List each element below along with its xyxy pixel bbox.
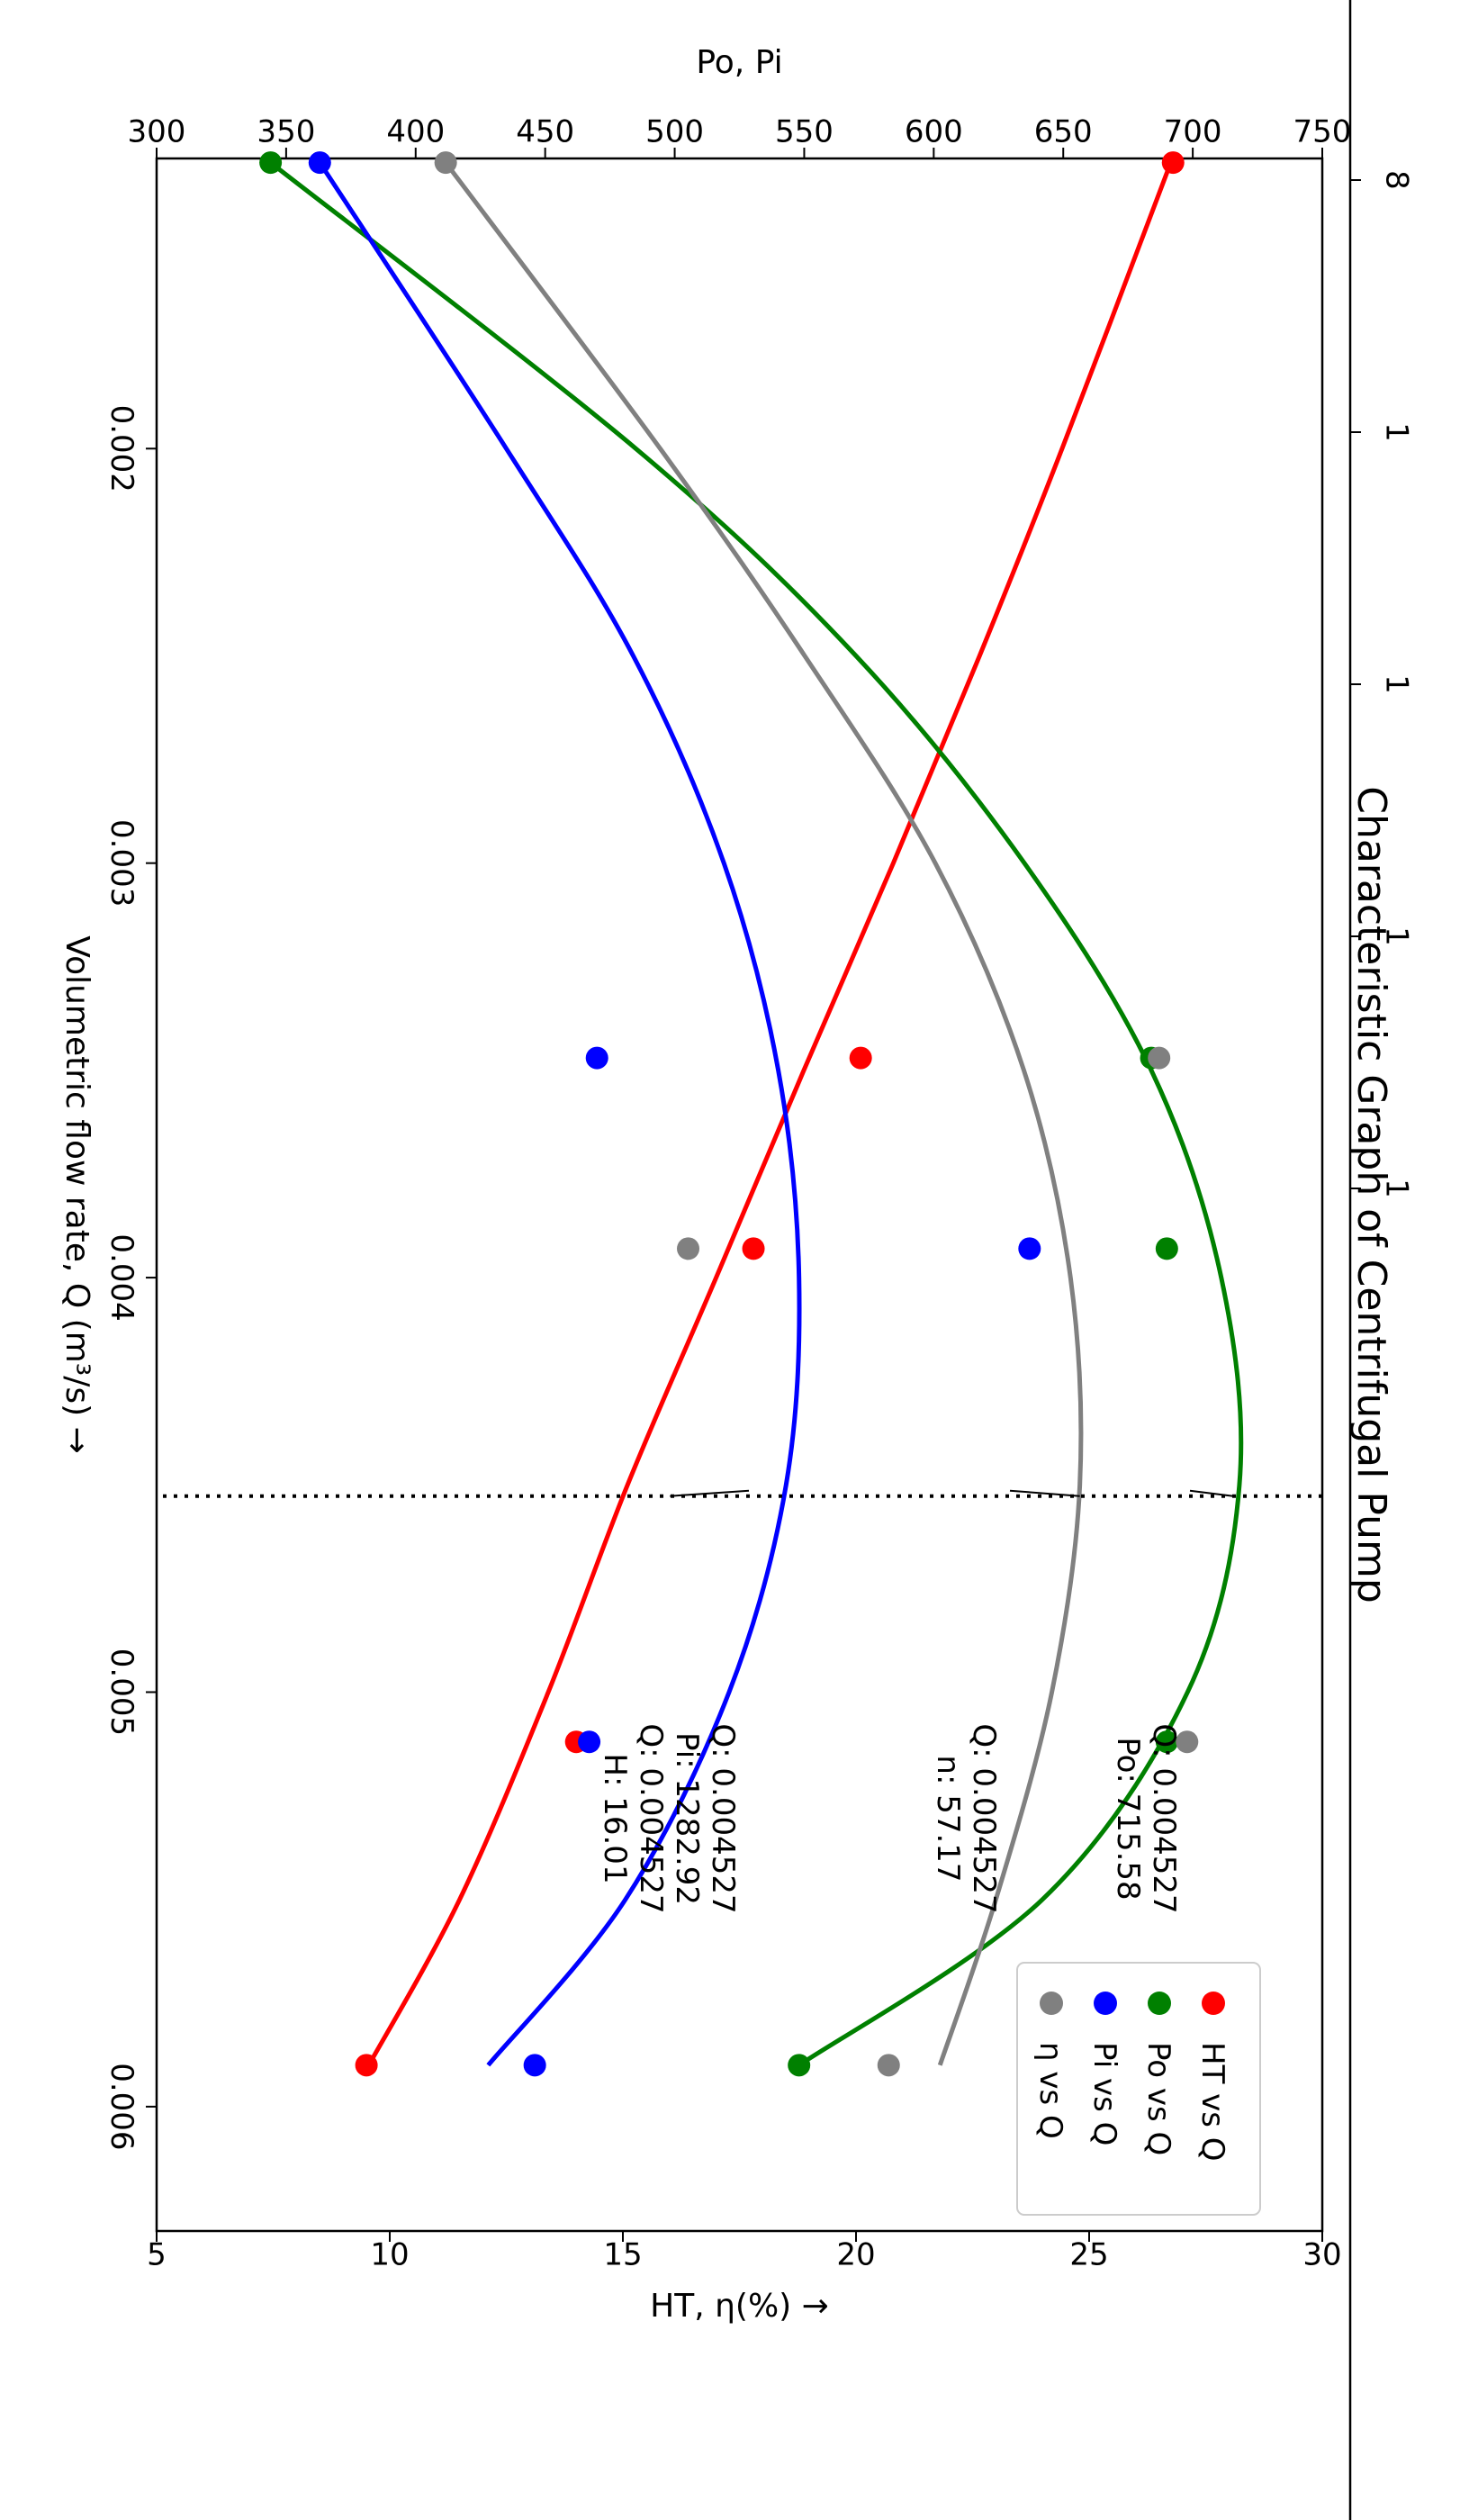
series-line--vs-q (444, 161, 1084, 2066)
y-right-tick-label: 5 (147, 2237, 167, 2273)
y-right-tick-label: 20 (836, 2237, 875, 2273)
second-chart-tick-label: 1 (1379, 1179, 1415, 1198)
second-chart-tick-label: 8 (1379, 170, 1415, 190)
second-chart-fragment: 8 1 1 1 1 (1348, 0, 1415, 2520)
y-left-tick-label: 300 (128, 114, 186, 150)
x-tick-label: 0.002 (104, 405, 140, 492)
y-left-tick-label: 750 (1293, 114, 1352, 150)
y-axis-left-label: Po, Pi (696, 44, 782, 81)
y-left-tick-label: 450 (516, 114, 574, 150)
chart-title: Characteristic Graph of Centrifugal Pump (1348, 786, 1394, 1603)
series-line-po-vs-q (269, 160, 1244, 2067)
y-left-tick-label: 550 (775, 114, 834, 150)
y-left-tick-label: 500 (645, 114, 704, 150)
y-right-tick-label: 25 (1069, 2237, 1108, 2273)
plot-area: 0.002 0.003 0.004 0.005 0.006 300 350 400 450 500… (104, 114, 1351, 2273)
data-point (1155, 1237, 1178, 1260)
data-point (1161, 151, 1185, 175)
x-tick-label: 0.005 (104, 1648, 140, 1736)
annotation-text: H: 16.01 (597, 1753, 633, 1883)
legend-label: Pi vs Q (1086, 2042, 1122, 2145)
annotation-text: Q: 0.004527 (1146, 1723, 1182, 1913)
x-tick-label: 0.004 (104, 1233, 140, 1321)
data-point (434, 151, 457, 175)
data-point (578, 1730, 601, 1754)
annotation-text: Pi: 1282.92 (669, 1732, 705, 1905)
data-point (355, 2054, 378, 2077)
y-right-tick-label: 10 (370, 2237, 409, 2273)
data-point (677, 1237, 700, 1260)
data-point (1148, 1046, 1171, 1070)
second-chart-tick-label: 1 (1379, 422, 1415, 442)
data-point (1155, 1730, 1178, 1754)
legend-marker (1202, 1992, 1225, 2015)
data-point (259, 151, 283, 175)
legend-marker (1040, 1992, 1063, 2015)
annotation-text: Q: 0.004527 (633, 1723, 669, 1913)
data-point (849, 1046, 872, 1070)
annotation-text: Q: 0.004527 (966, 1723, 1002, 1913)
data-point (877, 2054, 900, 2077)
legend-box (1016, 1962, 1261, 2216)
annotation-arrow (1009, 1489, 1080, 1497)
data-point (788, 2054, 811, 2077)
annotation-text: n: 57.17 (930, 1755, 966, 1882)
legend-marker (1094, 1992, 1117, 2015)
legend-marker (1148, 1992, 1171, 2015)
annotation-text: Po: 715.58 (1110, 1737, 1146, 1900)
y-left-tick-label: 600 (905, 114, 963, 150)
y-axis-right-label: HT, η(%) → (650, 2288, 829, 2325)
data-point (1176, 1730, 1199, 1754)
x-tick-label: 0.003 (104, 819, 140, 907)
series-line-ht-vs-q (366, 161, 1173, 2067)
y-left-tick-label: 350 (257, 114, 315, 150)
data-point (523, 2054, 546, 2077)
y-right-tick-label: 15 (603, 2237, 642, 2273)
y-left-tick-label: 400 (386, 114, 445, 150)
second-chart-tick-label: 1 (1379, 674, 1415, 694)
data-point (1018, 1237, 1041, 1260)
y-right-tick-label: 30 (1302, 2237, 1341, 2273)
legend-label: HT vs Q (1194, 2042, 1230, 2162)
annotation-text: Q: 0.004527 (705, 1723, 741, 1913)
data-point (585, 1046, 608, 1070)
x-tick-label: 0.006 (104, 2063, 140, 2150)
series-line-pi-vs-q (318, 161, 802, 2067)
data-point (308, 151, 331, 175)
legend-label: η vs Q (1032, 2042, 1068, 2139)
legend-label: Po vs Q (1140, 2042, 1176, 2155)
y-left-tick-label: 700 (1164, 114, 1222, 150)
data-point (742, 1237, 765, 1260)
legend: HT vs Q Po vs Q Pi vs Q η vs Q (1016, 1962, 1261, 2216)
second-chart-tick-label: 1 (1379, 926, 1415, 946)
annotation-arrow (670, 1489, 750, 1497)
x-axis-label: Volumetric flow rate, Q (m³/s) → (59, 935, 95, 1454)
y-left-tick-label: 650 (1034, 114, 1093, 150)
annotation-arrow (1189, 1489, 1234, 1497)
plot-frame (155, 157, 1324, 2233)
